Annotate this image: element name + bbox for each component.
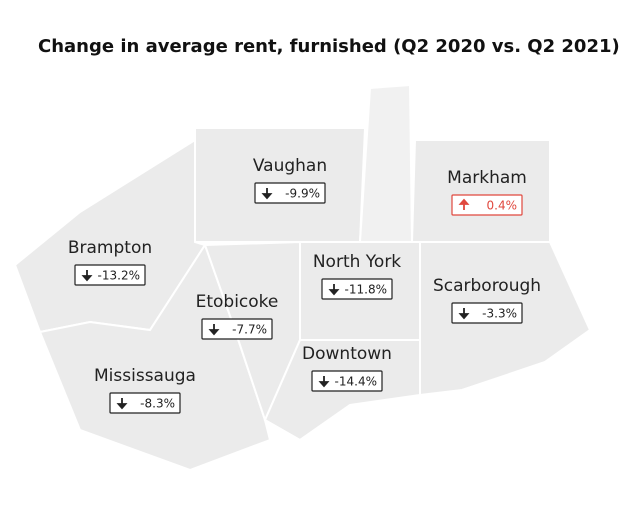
change-arrow bbox=[208, 324, 220, 336]
change-arrow bbox=[458, 308, 470, 320]
change-arrow bbox=[458, 198, 470, 210]
region-name: Mississauga bbox=[94, 366, 196, 386]
region-name: North York bbox=[313, 252, 401, 272]
region-name: Etobicoke bbox=[196, 292, 279, 312]
change-box bbox=[451, 302, 523, 324]
region-name: Brampton bbox=[68, 238, 152, 258]
region-shape bbox=[358, 83, 414, 243]
change-arrow bbox=[318, 376, 330, 388]
region-name: Scarborough bbox=[433, 276, 541, 296]
change-box bbox=[254, 182, 326, 204]
change-value: -11.8% bbox=[345, 283, 387, 297]
change-value: 0.4% bbox=[487, 199, 518, 213]
change-value: -9.9% bbox=[285, 187, 320, 201]
change-value: -7.7% bbox=[232, 323, 267, 337]
change-value: -14.4% bbox=[335, 375, 377, 389]
change-box bbox=[311, 370, 383, 392]
change-box bbox=[74, 264, 146, 286]
change-value: -3.3% bbox=[482, 307, 517, 321]
change-box bbox=[201, 318, 273, 340]
change-arrow bbox=[116, 398, 128, 410]
change-arrow bbox=[328, 284, 340, 296]
region-name: Markham bbox=[447, 168, 527, 188]
region-name: Downtown bbox=[302, 344, 392, 364]
change-value: -8.3% bbox=[140, 397, 175, 411]
change-value: -13.2% bbox=[98, 269, 140, 283]
map-title: Change in average rent, furnished (Q2 20… bbox=[38, 36, 620, 57]
change-box bbox=[109, 392, 181, 414]
region-name: Vaughan bbox=[253, 156, 327, 176]
change-box bbox=[451, 194, 523, 216]
region-shape bbox=[410, 139, 551, 243]
change-arrow bbox=[261, 188, 273, 200]
change-arrow bbox=[81, 270, 93, 282]
change-box bbox=[321, 278, 393, 300]
